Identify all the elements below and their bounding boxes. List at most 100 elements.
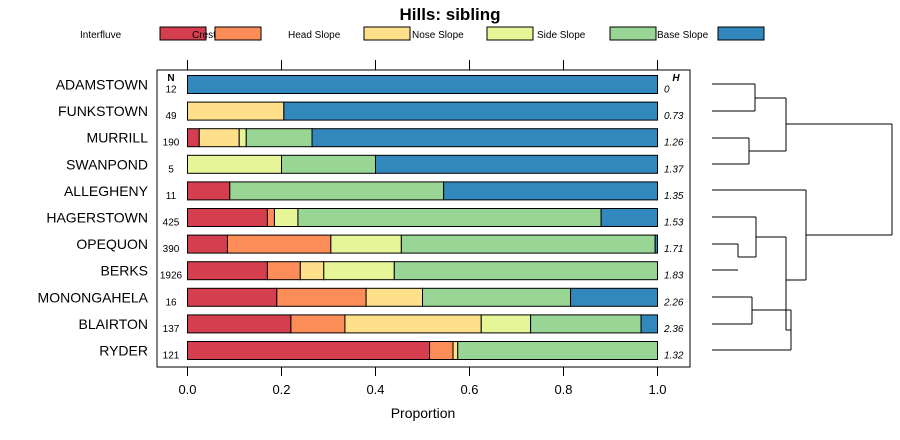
x-axis: 0.0 0.2 0.4 0.6 0.8 1.0 (178, 60, 667, 397)
h-value: 1.35 (664, 191, 684, 202)
bar-segment (429, 341, 454, 360)
bar-segment (297, 208, 602, 227)
bar-segment (375, 154, 658, 174)
bar-segment (457, 341, 658, 360)
tick-label: 0.6 (460, 382, 478, 397)
bar-segment (400, 234, 656, 254)
h-value: 1.26 (664, 138, 684, 149)
legend: Interfluve Crest Head Slope Nose Slope Side … (80, 26, 765, 41)
bars-group (187, 75, 659, 360)
bar-segment (344, 314, 482, 334)
h-value: 2.26 (663, 297, 684, 308)
row-label: ADAMSTOWN (56, 77, 148, 93)
bar-segment (266, 208, 275, 227)
bar-segment (365, 287, 424, 307)
legend-swatch (159, 26, 207, 41)
legend-label: Crest (192, 30, 216, 41)
n-value: 12 (165, 85, 177, 96)
bar-segment (530, 314, 642, 334)
n-value: 49 (165, 111, 177, 122)
tick-label: 0.4 (366, 382, 384, 397)
bar-segment (273, 208, 299, 227)
row-label: HAGERSTOWN (46, 210, 148, 226)
bar-segment (640, 314, 658, 334)
tick-label: 0.2 (272, 382, 290, 397)
tick-label: 0.8 (554, 382, 572, 397)
bar-segment (570, 287, 658, 307)
dendrogram (712, 83, 893, 351)
h-value: 1.71 (664, 244, 683, 255)
bar-segment (443, 181, 658, 201)
row-labels: ADAMSTOWN 12 0 FUNKSTOWN 49 0.73 MURRILL 190 1.2… (38, 77, 684, 362)
x-axis-title: Proportion (391, 405, 456, 421)
row-label: MONONGAHELA (38, 289, 149, 305)
row-label: ALLEGHENY (64, 183, 149, 199)
bar-segment (187, 75, 658, 94)
plot-frame (156, 69, 691, 368)
legend-swatch (486, 26, 534, 41)
n-value: 390 (163, 244, 180, 255)
bar-segment (281, 154, 376, 174)
bar-segment (187, 341, 431, 360)
tick-label: 1.0 (648, 382, 666, 397)
row-label: OPEQUON (76, 236, 148, 252)
bar-segment (452, 341, 459, 360)
bar-segment (187, 181, 231, 201)
bar-segment (330, 234, 402, 254)
h-value: 0.73 (664, 111, 684, 122)
h-value: 1.37 (664, 164, 684, 175)
legend-label: Side Slope (537, 30, 586, 41)
bar-segment (654, 234, 659, 254)
chart-title: Hills: sibling (399, 5, 500, 24)
legend-swatch (717, 26, 765, 41)
bar-segment (198, 128, 240, 148)
row-label: BERKS (101, 263, 148, 279)
bar-segment (266, 261, 301, 281)
h-column-header: H (672, 73, 680, 84)
row-label: FUNKSTOWN (58, 103, 148, 119)
bar-segment (422, 287, 572, 307)
bar-segment (276, 287, 367, 307)
legend-swatch (363, 26, 411, 41)
row-label: MURRILL (87, 130, 149, 146)
h-value: 1.83 (664, 271, 684, 282)
row-label: RYDER (99, 343, 148, 359)
n-value: 137 (163, 324, 180, 335)
legend-label: Nose Slope (412, 30, 464, 41)
row-label: SWANPOND (66, 156, 148, 172)
n-value: 5 (168, 164, 174, 175)
n-value: 121 (163, 351, 180, 362)
legend-swatch (214, 26, 262, 41)
bar-segment (238, 128, 247, 148)
bar-segment (187, 154, 282, 174)
tick-label: 0.0 (178, 382, 196, 397)
h-value: 1.32 (664, 351, 684, 362)
bar-segment (480, 314, 532, 334)
bar-segment (226, 234, 332, 254)
n-value: 190 (163, 138, 180, 149)
bar-segment (393, 261, 658, 281)
n-value: 425 (163, 218, 180, 229)
bar-segment (245, 128, 313, 148)
bar-segment (283, 101, 658, 121)
bar-segment (311, 128, 658, 148)
n-value: 11 (166, 191, 177, 202)
bar-segment (187, 128, 200, 148)
bar-segment (187, 234, 228, 254)
bar-segment (229, 181, 445, 201)
legend-swatch (609, 26, 657, 41)
bar-segment (187, 208, 268, 227)
n-column-header: N (167, 73, 174, 84)
bar-segment (323, 261, 395, 281)
n-value: 16 (165, 297, 177, 308)
h-value: 2.36 (663, 324, 684, 335)
h-value: 1.53 (664, 218, 684, 229)
bar-segment (187, 261, 268, 281)
bar-segment (187, 287, 278, 307)
row-label: BLAIRTON (78, 316, 148, 332)
h-value: 0 (664, 85, 670, 96)
legend-label: Head Slope (288, 30, 341, 41)
legend-label: Interfluve (80, 30, 122, 41)
legend-label: Base Slope (657, 30, 709, 41)
